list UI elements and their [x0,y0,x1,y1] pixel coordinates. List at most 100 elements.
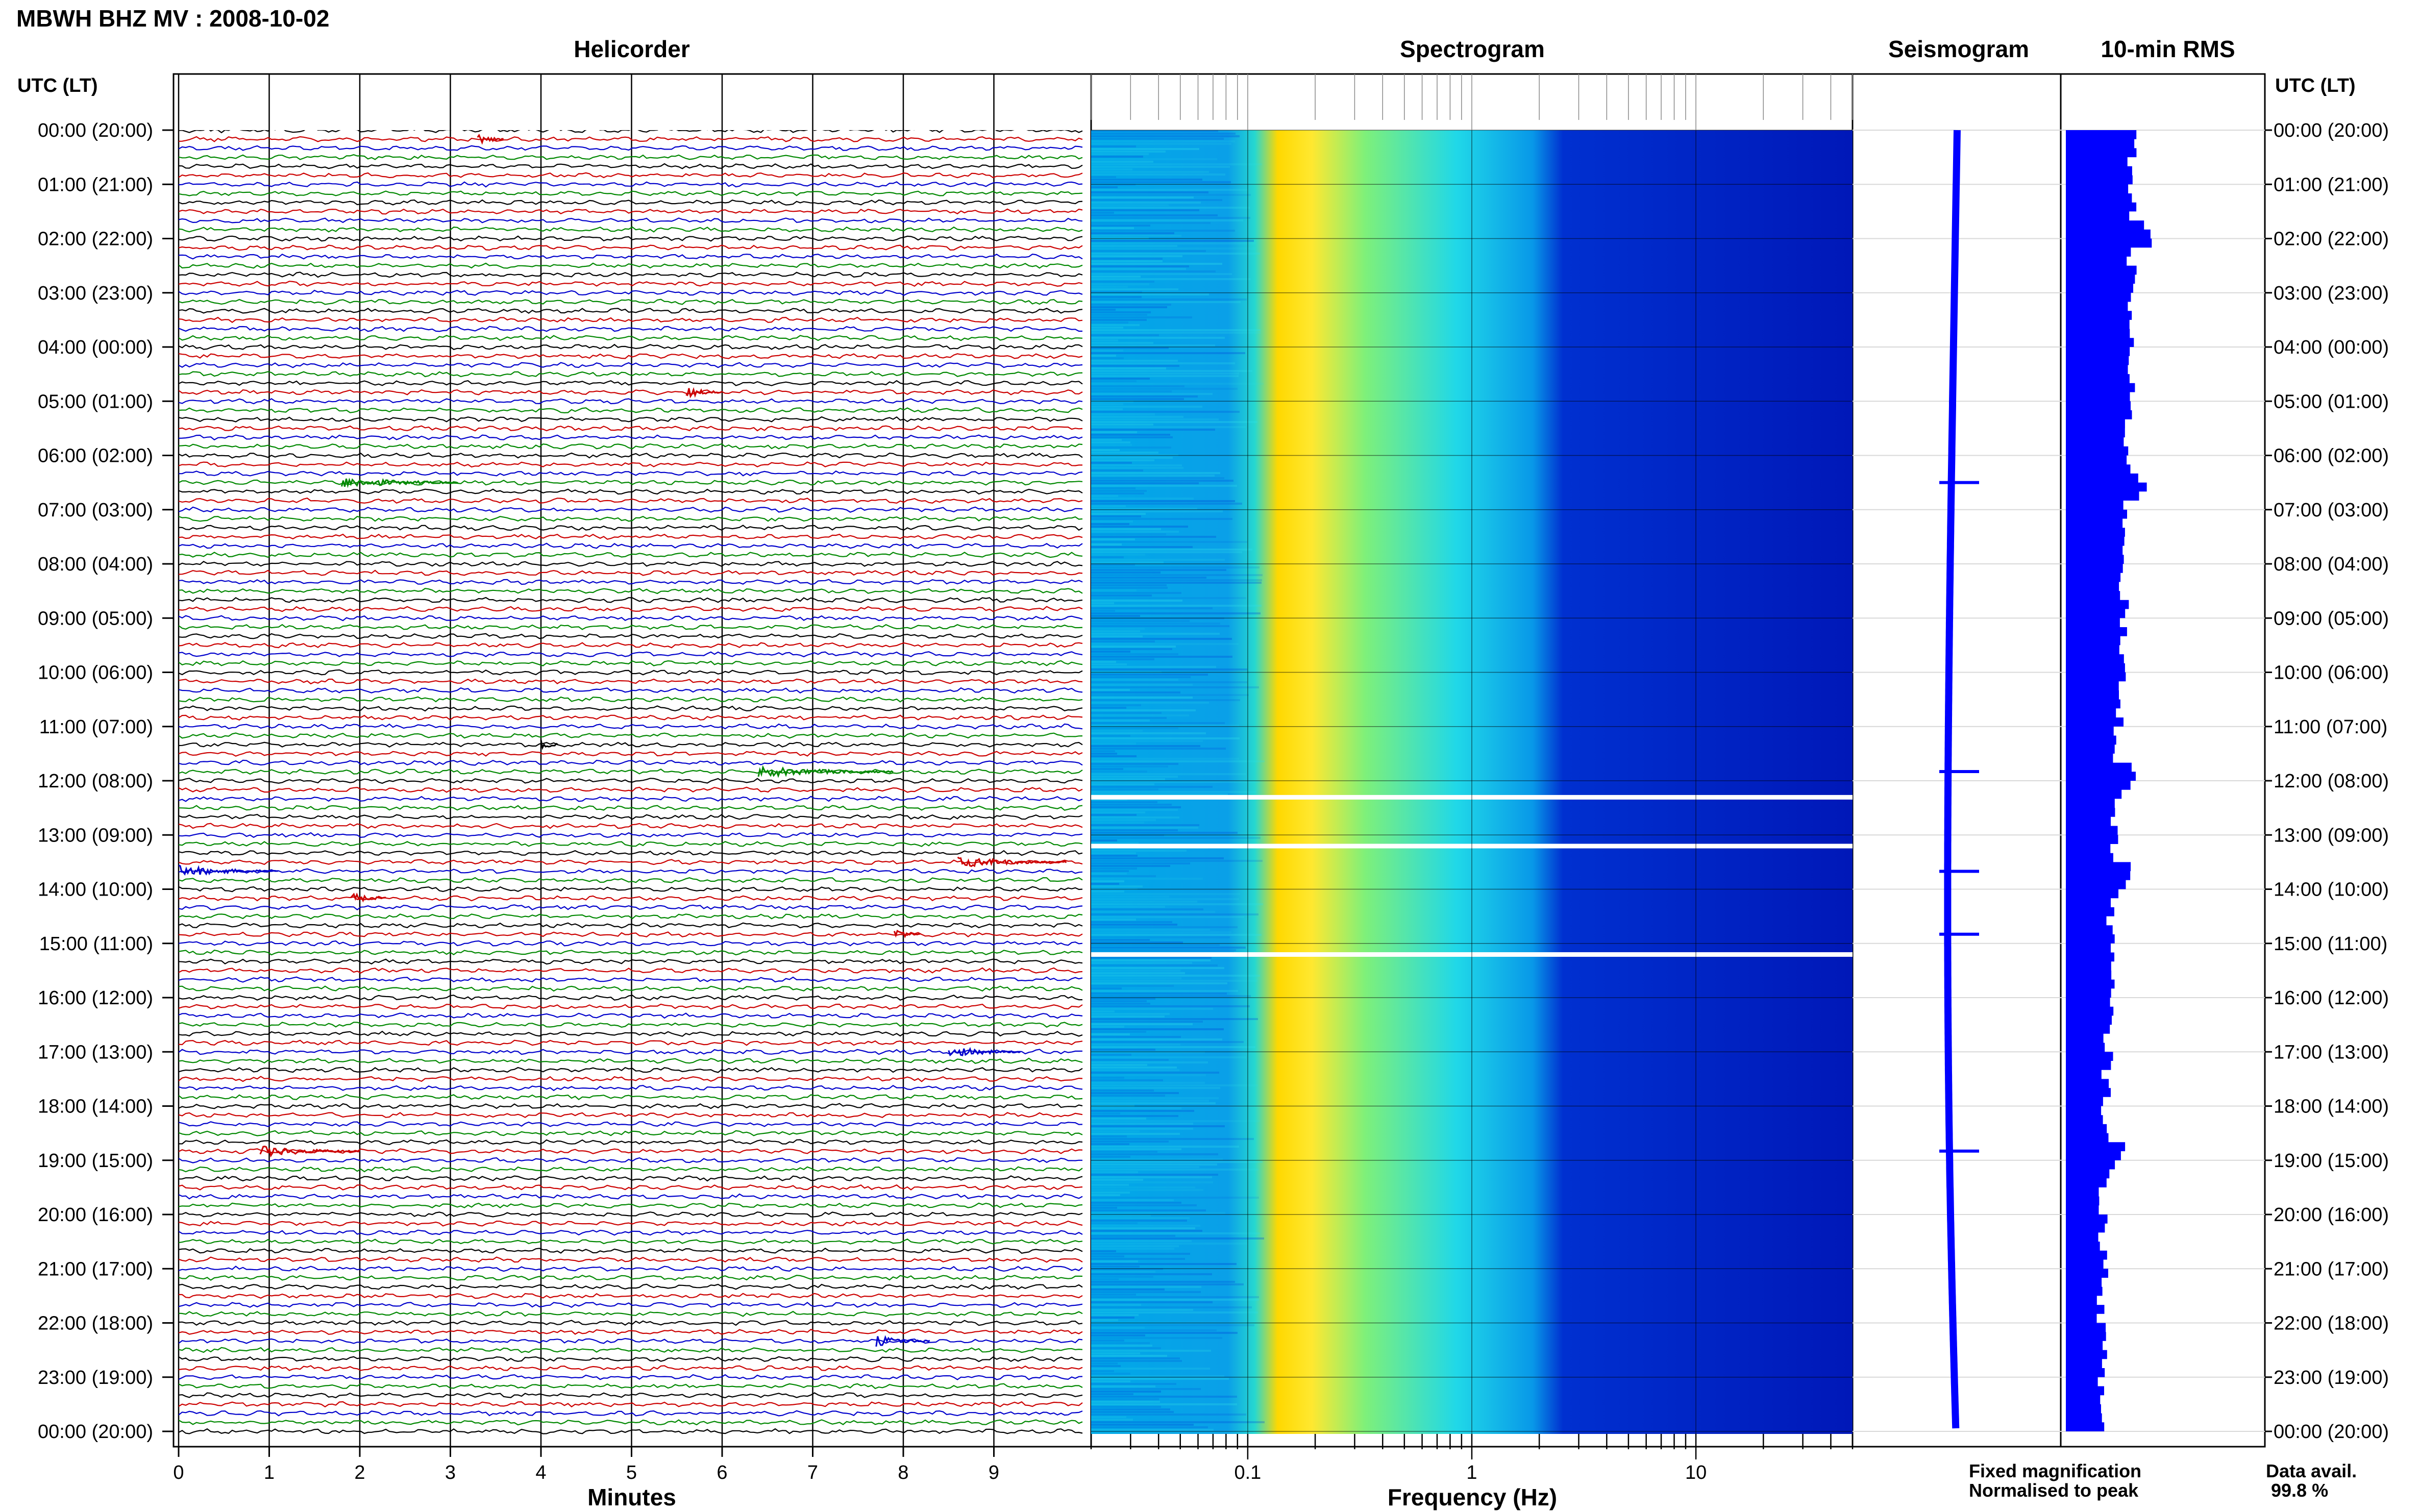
spectrogram-row [1091,822,1144,824]
spectrogram-row [1091,768,1123,770]
spectrogram-row [1091,732,1206,734]
spectrogram-row [1091,166,1230,168]
spectrogram-row [1091,217,1250,219]
time-label-left: 18:00 (14:00) [38,1096,153,1118]
helicorder-trace [179,308,1083,314]
spectrogram-row [1091,572,1161,574]
spectrogram-row [1091,722,1225,724]
spectrogram-row [1091,385,1184,387]
spectrogram-row [1091,740,1203,742]
spectrogram-row [1091,1220,1187,1222]
helicorder-trace [179,958,1083,965]
spectrogram-row [1091,309,1116,311]
spectrogram-row [1091,1194,1120,1196]
spectrogram-row [1091,620,1190,622]
seismogram-title: Seismogram [1888,36,2029,62]
helicorder-trace [179,840,1083,847]
spectrogram-row [1091,1299,1259,1301]
spectrogram-row [1091,390,1172,392]
spectrogram-row [1091,640,1155,642]
spectrogram-row [1091,191,1208,193]
spectrogram-row [1091,1199,1174,1201]
time-label-right: 10:00 (06:00) [2274,662,2389,684]
spectrogram-row [1091,1342,1150,1344]
helicorder-trace [179,1076,1083,1082]
spectrogram-row [1091,809,1178,811]
spectrogram-row [1091,130,1218,132]
spectrogram-row [1091,964,1218,966]
spectrogram-row [1091,1171,1138,1173]
spectrogram-row [1091,367,1166,369]
spectrogram-row [1091,232,1174,234]
spectrogram-row [1091,1151,1157,1153]
spectrogram-row [1091,712,1162,714]
rms-bars [2066,130,2152,1431]
spectrogram-row [1091,344,1215,346]
spectrogram-row [1091,921,1172,923]
spectrogram-row [1091,1138,1254,1140]
time-label-right: 02:00 (22:00) [2274,229,2389,250]
spectrogram-row [1091,1128,1193,1130]
spectrogram-row [1091,865,1170,867]
spectrogram-row [1091,1260,1138,1262]
spectrogram-row [1091,1169,1258,1171]
time-label-right: 08:00 (04:00) [2274,554,2389,575]
spectrogram-row [1091,171,1209,173]
time-label-right: 19:00 (15:00) [2274,1150,2389,1172]
spectrogram-row [1091,857,1224,859]
spectrogram-row [1091,1403,1237,1405]
spectrogram-row [1091,1074,1206,1076]
spectrogram-row [1091,533,1166,535]
spectrogram-row [1091,235,1181,237]
spectrogram-row [1091,1283,1244,1285]
helicorder-event [685,387,722,399]
spectrogram-row [1091,755,1137,757]
spectrogram-row [1091,816,1179,819]
helicorder-trace [179,1166,1083,1173]
spectrogram-row [1091,475,1215,477]
spectrogram-row [1091,431,1137,433]
spectrogram-row [1091,1013,1170,1015]
spectrogram-row [1091,388,1238,390]
spectrogram-row [1091,913,1258,915]
spectrogram-row [1091,623,1220,625]
helicorder-trace [179,579,1083,585]
helicorder-trace [179,976,1083,983]
spectrogram-row [1091,707,1126,709]
helicorder-trace [179,335,1083,341]
spectrogram-row [1091,574,1263,576]
spectrogram-row [1091,464,1182,466]
time-label-right: 05:00 (01:00) [2274,391,2389,412]
spectrogram-row [1091,1123,1193,1125]
helicorder-trace [179,434,1083,441]
spectrogram-row [1091,1406,1161,1408]
helicorder-trace [179,533,1083,540]
spectrogram-row [1091,906,1165,908]
spectrogram-row [1091,801,1157,803]
helicorder-trace [179,1229,1083,1236]
spectrogram-row [1091,1082,1205,1084]
helicorder-traces [179,130,1083,1434]
helicorder-trace [179,714,1083,721]
spectrogram-row [1091,875,1156,877]
spectrogram-row [1091,1355,1167,1357]
spectrogram-row [1091,1192,1130,1194]
spectrogram-row [1091,1036,1181,1038]
helicorder-trace [179,1365,1083,1371]
spectrogram-row [1091,1097,1219,1099]
helicorder-trace [179,606,1083,612]
spectrogram-row [1091,1061,1208,1063]
helicorder-trace [179,416,1083,423]
spectrogram-row [1091,610,1115,612]
helicorder-x-tick-label: 5 [626,1462,637,1483]
spectrogram-row [1091,824,1199,826]
spectrogram-row [1091,549,1252,551]
spectrogram-row [1091,452,1158,454]
helicorder-x-tick-label: 6 [717,1462,727,1483]
spectrogram-row [1091,1087,1220,1089]
helicorder-trace [179,642,1083,649]
helicorder-trace [179,136,1083,142]
helicorder-trace [179,949,1083,956]
time-label-right: 03:00 (23:00) [2274,283,2389,304]
